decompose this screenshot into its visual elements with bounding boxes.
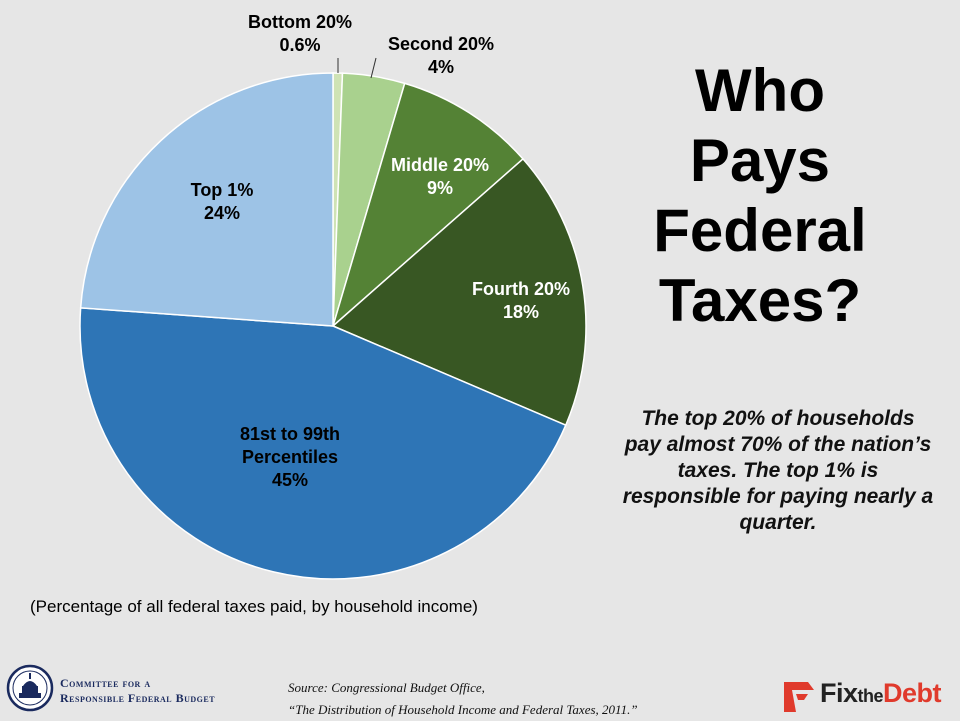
source-line-1: Source: Congressional Budget Office, xyxy=(288,680,485,695)
slice-label: Top 1% 24% xyxy=(191,180,254,223)
slice-name-label: 81st to 99th xyxy=(240,424,340,444)
leader-line xyxy=(370,57,377,79)
slice-label: Second 20% 4% xyxy=(388,34,494,77)
slice-label: 81st to 99th Percentiles 45% xyxy=(240,424,340,490)
chart-subtitle: (Percentage of all federal taxes paid, b… xyxy=(30,597,478,616)
slice-value-label: 45% xyxy=(272,470,308,490)
source-line-2: “The Distribution of Household Income an… xyxy=(288,702,638,717)
pie-slice-middle-20- xyxy=(331,82,525,329)
slice-value-label: 9% xyxy=(427,178,453,198)
slice-name-label: Top 1% xyxy=(191,180,254,200)
fix-the-debt-logo: FixtheDebt xyxy=(782,676,952,716)
title-line: Pays xyxy=(689,127,831,194)
slice-name-label: Second 20% xyxy=(388,34,494,54)
slice-name-label: Middle 20% xyxy=(391,155,489,175)
key-takeaway: The top 20% of households pay almost 70%… xyxy=(622,407,934,534)
slice-name-label: Bottom 20% xyxy=(248,12,352,32)
page-title: Who Pays Federal Taxes? xyxy=(640,56,880,336)
crfb-line-1: Committee for a xyxy=(60,676,151,690)
pie-slice-81st-to-99th-percentiles xyxy=(79,307,567,580)
ftd-fix: Fix xyxy=(820,678,858,708)
crfb-line-2: Responsible Federal Budget xyxy=(60,691,216,705)
ftd-the: the xyxy=(857,686,884,706)
slice-name-label: Percentiles xyxy=(242,447,338,467)
title-line: Who xyxy=(695,57,825,124)
slice-label: Bottom 20% 0.6% xyxy=(248,12,352,55)
slice-value-label: 4% xyxy=(428,57,454,77)
pie-slice-top-1- xyxy=(79,72,334,327)
title-line: Taxes? xyxy=(658,267,862,334)
slice-label: Fourth 20% 18% xyxy=(472,279,570,322)
slice-name-label: Fourth 20% xyxy=(472,279,570,299)
crfb-logo: Committee for a Responsible Federal Budg… xyxy=(6,664,256,714)
fix-the-debt-wordmark: FixtheDebt xyxy=(820,678,942,709)
slice-value-label: 18% xyxy=(503,302,539,322)
capitol-seal-icon xyxy=(6,664,54,712)
ftd-debt: Debt xyxy=(883,678,942,708)
slice-value-label: 0.6% xyxy=(279,35,320,55)
crfb-wordmark: Committee for a Responsible Federal Budg… xyxy=(60,676,215,706)
source-note: Source: Congressional Budget Office, “Th… xyxy=(288,677,638,721)
title-line: Federal xyxy=(653,197,867,264)
fix-the-debt-mark-icon xyxy=(784,682,814,712)
pie-slice-fourth-20- xyxy=(331,157,587,427)
slice-value-label: 24% xyxy=(204,203,240,223)
slice-label: Middle 20% 9% xyxy=(391,155,489,198)
pie-chart: Bottom 20% 0.6% Second 20% 4% Middle 20% 9% Fo… xyxy=(79,12,587,580)
